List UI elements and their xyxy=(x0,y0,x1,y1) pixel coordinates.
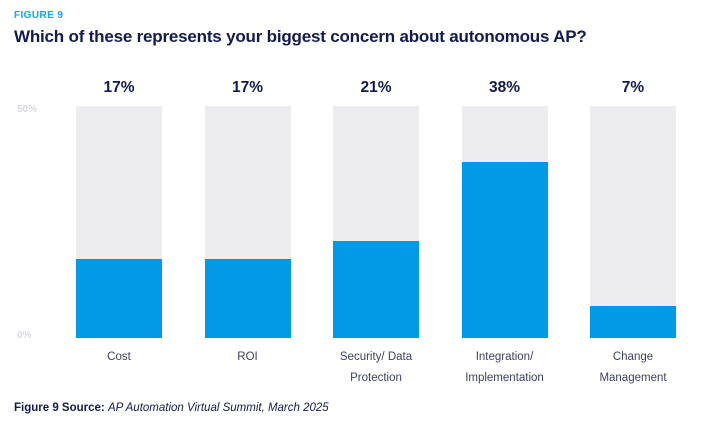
bar-value-label: 21% xyxy=(360,79,392,96)
chart-title: Which of these represents your biggest c… xyxy=(14,27,587,46)
bar-value-label: 17% xyxy=(103,79,135,96)
bar-category-label: Security/ Data Protection xyxy=(340,347,412,389)
bar-value-label: 38% xyxy=(488,79,521,96)
bar-column: 7% Change Management xyxy=(590,79,676,384)
bar-category-label-line: Protection xyxy=(350,372,402,384)
bar-category-label: Cost xyxy=(107,347,131,368)
bar-category-label: ROI xyxy=(237,347,257,368)
bar-category-label-line: Integration/ xyxy=(475,351,534,363)
bar-category-label-line: Change xyxy=(612,351,654,363)
bar-category-label-line: Cost xyxy=(107,351,131,363)
y-axis-tick-0: 0% xyxy=(17,330,32,341)
bar-column: 17% Cost xyxy=(76,79,162,363)
bar-fill xyxy=(590,305,676,338)
bar-value-label: 17% xyxy=(231,79,264,96)
bar-column: 17% ROI xyxy=(204,79,291,363)
bar-track xyxy=(590,106,676,338)
bar-category-label-line: Management xyxy=(599,372,667,384)
bar-category-label: Integration/Implementation xyxy=(465,347,544,389)
source-text: AP Automation Virtual Summit, March 2025 xyxy=(107,402,329,414)
bar-category-label: Change Management xyxy=(599,347,666,389)
bar-fill xyxy=(461,161,548,338)
bar-category-label-line: Implementation xyxy=(465,372,544,384)
bar-fill xyxy=(333,240,419,338)
source-line: Figure 9 Source: AP Automation Virtual S… xyxy=(14,402,329,414)
bar-column: 38% Integration/Implementation xyxy=(461,79,548,384)
bar-chart: 17% Cost 17% ROI 21% Security/ Data Protection… xyxy=(76,79,676,384)
bar-fill xyxy=(76,259,162,338)
figure-label: FIGURE 9 xyxy=(14,10,64,21)
bar-value-label: 7% xyxy=(621,79,645,96)
bar-column: 21% Security/ Data Protection xyxy=(333,79,419,384)
bar-category-label-line: ROI xyxy=(237,351,258,363)
bar-fill xyxy=(204,259,291,338)
source-label: Figure 9 Source: xyxy=(14,402,105,414)
bar-category-label-line: Security/ Data xyxy=(339,351,413,363)
y-axis-tick-50: 50% xyxy=(17,104,38,115)
bar-columns: 17% Cost 17% ROI 21% Security/ Data Protection… xyxy=(76,79,676,384)
